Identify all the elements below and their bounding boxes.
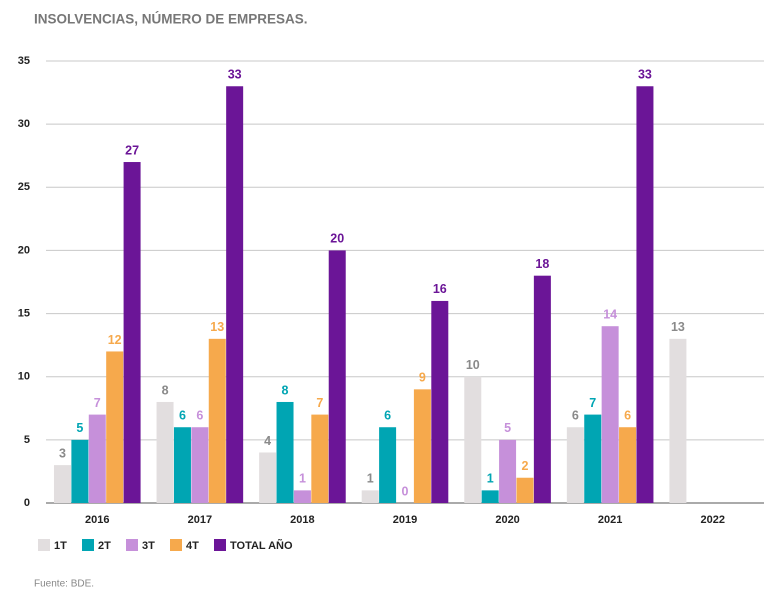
bar [516,477,534,503]
bar [533,275,551,503]
bar [379,427,397,503]
x-tick-label: 2016 [85,514,109,526]
legend-swatch [126,539,138,551]
x-tick-label: 2020 [495,514,519,526]
bar [276,401,294,503]
bar [123,162,141,503]
bar [499,439,517,503]
legend-label: 2T [98,540,111,552]
bar [226,86,244,503]
x-tick-label: 2021 [598,514,622,526]
bar [311,414,329,503]
legend-swatch [38,539,50,551]
bar [106,351,124,503]
bar [259,452,277,503]
data-label: 6 [384,409,391,423]
data-label: 14 [603,307,617,321]
data-label: 9 [419,371,426,385]
bar [173,427,191,503]
data-label: 7 [316,396,323,410]
bar [601,326,619,503]
y-tick-label: 30 [18,118,30,130]
bar [431,300,449,503]
data-label: 16 [433,282,447,296]
bar [566,427,584,503]
bar [156,401,174,503]
data-label: 6 [572,409,579,423]
chart-title: INSOLVENCIAS, NÚMERO DE EMPRESAS. [34,12,308,27]
data-label: 27 [125,143,139,157]
bar [71,439,89,503]
y-tick-label: 20 [18,244,30,256]
data-label: 33 [638,68,652,82]
bar [619,427,637,503]
data-label: 7 [94,396,101,410]
data-label: 13 [671,320,685,334]
legend-swatch [82,539,94,551]
data-label: 1 [367,472,374,486]
y-tick-label: 0 [24,497,30,509]
legend-label: 1T [54,540,67,552]
data-label: 6 [624,409,631,423]
data-label: 0 [402,484,409,498]
bar [669,338,687,503]
y-tick-label: 10 [18,371,30,383]
bar [293,490,311,503]
bar [208,338,226,503]
legend-swatch [170,539,182,551]
data-label: 12 [108,333,122,347]
data-label: 5 [76,421,83,435]
y-tick-label: 35 [18,55,30,67]
data-label: 18 [535,257,549,271]
legend-swatch [214,539,226,551]
bar [191,427,209,503]
legend-label: 3T [142,540,155,552]
legend-label: TOTAL AÑO [230,539,293,552]
data-label: 8 [162,383,169,397]
bar [464,376,482,503]
bar [328,250,346,503]
x-tick-label: 2019 [393,514,417,526]
data-label: 4 [264,434,271,448]
bar [361,490,379,503]
data-label: 3 [59,446,66,460]
bar [88,414,106,503]
data-label: 1 [299,472,306,486]
data-label: 10 [466,358,480,372]
data-label: 1 [487,472,494,486]
y-tick-label: 25 [18,181,30,193]
y-tick-label: 15 [18,307,30,319]
data-label: 8 [282,383,289,397]
data-label: 6 [196,409,203,423]
source: Fuente: BDE. [34,579,94,590]
x-tick-label: 2017 [188,514,212,526]
bar [53,465,71,503]
bar [481,490,499,503]
bar [636,86,654,503]
data-label: 7 [589,396,596,410]
y-tick-label: 5 [24,434,30,446]
data-label: 6 [179,409,186,423]
x-tick-label: 2022 [700,514,724,526]
data-label: 13 [210,320,224,334]
data-label: 5 [504,421,511,435]
data-label: 33 [228,68,242,82]
legend-label: 4T [186,540,199,552]
x-tick-label: 2018 [290,514,314,526]
data-label: 2 [521,459,528,473]
bar [413,389,431,503]
bar [584,414,602,503]
data-label: 20 [330,232,344,246]
